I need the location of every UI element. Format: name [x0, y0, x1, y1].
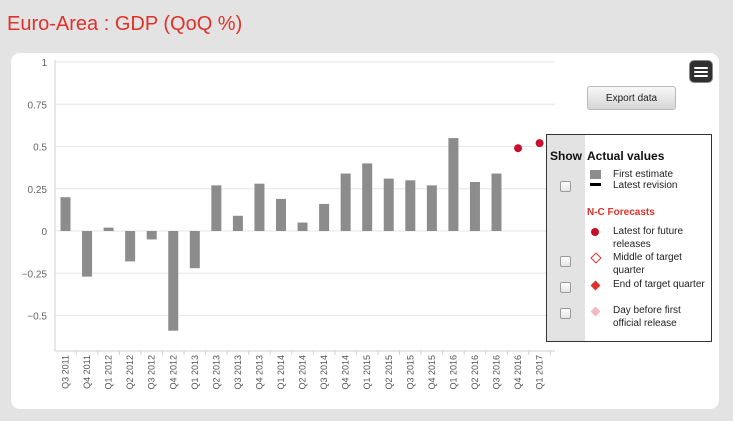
x-tick-label: Q2 2014	[298, 355, 308, 390]
bar	[82, 231, 93, 277]
hamburger-icon-line	[694, 71, 708, 73]
y-axis-ticks: −0.5 −0.25 0 0.25 0.5 0.75 1	[22, 58, 48, 323]
x-tick-label: Q3 2012	[147, 355, 157, 390]
x-tick-label: Q4 2013	[254, 355, 264, 390]
x-tick-label: Q1 2015	[362, 355, 372, 390]
gray-bar-swatch-icon	[590, 170, 601, 179]
bar	[60, 197, 71, 231]
x-axis-ticks: Q3 2011 Q4 2011 Q1 2012 Q2 2012 Q3 2012 Q4 20…	[61, 351, 551, 390]
x-tick-label: Q2 2013	[211, 355, 221, 390]
x-tick-label: Q4 2012	[168, 355, 178, 390]
bar	[448, 138, 459, 231]
open-diamond-icon	[590, 252, 602, 264]
bar	[189, 231, 200, 269]
black-line-swatch-icon	[590, 183, 601, 186]
x-tick-label: Q2 2016	[470, 355, 480, 390]
x-tick-label: Q1 2012	[104, 355, 114, 390]
latest-future-label: Latest for future releases	[613, 226, 684, 250]
bar	[319, 203, 330, 231]
export-data-button[interactable]: Export data	[587, 86, 676, 110]
x-tick-label: Q4 2011	[82, 355, 92, 389]
day-before-checkbox[interactable]	[560, 308, 571, 319]
grid-lines	[54, 60, 555, 352]
bar	[491, 173, 502, 231]
middle-target-checkbox[interactable]	[560, 256, 571, 267]
bar	[254, 183, 265, 231]
end-target-checkbox[interactable]	[560, 282, 571, 293]
latest-revision-label: Latest revision	[613, 180, 678, 191]
hamburger-icon	[694, 67, 708, 69]
x-tick-label: Q1 2017	[535, 355, 545, 390]
legend-panel: Show Actual values First estimate Latest…	[546, 134, 712, 342]
x-tick-label: Q3 2014	[319, 355, 329, 390]
bar	[340, 173, 351, 231]
red-diamond-icon	[590, 280, 601, 291]
hamburger-icon-line	[694, 75, 708, 77]
bar	[276, 198, 286, 231]
y-tick-label: −0.25	[22, 269, 48, 280]
actual-values-heading: Actual values	[587, 149, 665, 163]
bar	[383, 178, 394, 231]
show-column: Show	[547, 135, 585, 341]
first-estimate-checkbox[interactable]	[560, 181, 571, 192]
y-tick-label: 0.75	[28, 100, 48, 111]
x-tick-label: Q1 2014	[276, 355, 286, 390]
middle-target-label: Middle of target quarter	[613, 252, 682, 276]
chart-menu-button[interactable]	[690, 61, 712, 82]
y-tick-label: −0.5	[27, 312, 47, 323]
red-dot-icon	[591, 228, 599, 236]
bar	[426, 185, 437, 231]
x-tick-label: Q4 2015	[427, 355, 437, 390]
bar	[146, 231, 157, 240]
y-tick-label: 0.25	[28, 185, 48, 196]
x-tick-label: Q3 2013	[233, 355, 243, 390]
show-header: Show	[550, 149, 582, 163]
x-tick-label: Q2 2015	[384, 355, 394, 390]
bars	[60, 138, 502, 331]
bar	[362, 163, 373, 231]
x-tick-label: Q4 2014	[341, 355, 351, 390]
pink-diamond-icon	[590, 306, 601, 317]
chart-card: −0.5 −0.25 0 0.25 0.5 0.75 1 Q3 2011 Q4 2011 Q1 …	[11, 53, 719, 409]
bar	[405, 180, 416, 231]
x-tick-label: Q2 2012	[125, 355, 135, 390]
x-tick-label: Q3 2011	[61, 355, 71, 389]
bar	[168, 231, 179, 331]
day-before-label: Day before first official release	[613, 305, 681, 329]
x-tick-label: Q4 2016	[513, 355, 523, 390]
bar	[211, 185, 222, 231]
bar	[297, 222, 308, 231]
forecast-point	[514, 144, 523, 153]
bar	[469, 181, 480, 231]
forecast-points	[514, 139, 544, 153]
x-tick-label: Q3 2016	[492, 355, 502, 390]
bar	[125, 231, 136, 262]
end-target-label: End of target quarter	[613, 279, 705, 290]
y-tick-label: 1	[41, 58, 47, 69]
forecasts-heading: N-C Forecasts	[587, 207, 655, 218]
y-tick-label: 0	[41, 227, 47, 238]
bar	[232, 215, 243, 231]
x-tick-label: Q1 2016	[448, 355, 458, 390]
page-title: Euro-Area : GDP (QoQ %)	[7, 13, 243, 35]
x-tick-label: Q1 2013	[190, 355, 200, 390]
x-tick-label: Q3 2015	[405, 355, 415, 390]
first-estimate-label: First estimate	[613, 169, 674, 180]
bar	[103, 227, 114, 231]
forecast-point	[535, 139, 544, 148]
y-tick-label: 0.5	[33, 143, 47, 154]
gdp-chart: −0.5 −0.25 0 0.25 0.5 0.75 1 Q3 2011 Q4 2011 Q1 …	[22, 58, 555, 390]
